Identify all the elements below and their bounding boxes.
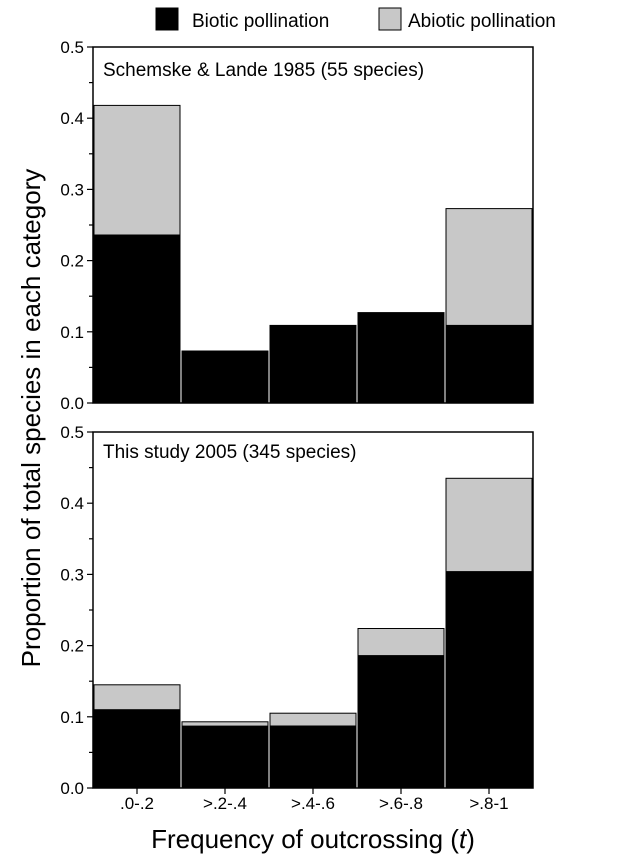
y-tick-label-bottom: 0.0 bbox=[60, 779, 84, 798]
bar-bottom-abiotic-1 bbox=[181, 721, 269, 727]
bar-top-biotic-3 bbox=[357, 312, 445, 404]
bar-bottom-abiotic-2 bbox=[269, 712, 357, 727]
bar-top-abiotic-0 bbox=[93, 104, 181, 236]
y-tick-label-bottom: 0.5 bbox=[60, 423, 84, 442]
bar-bottom-abiotic-3 bbox=[357, 628, 445, 657]
y-tick-label-bottom: 0.3 bbox=[60, 565, 84, 584]
legend-label-biotic: Biotic pollination bbox=[192, 11, 329, 32]
bar-top-biotic-1 bbox=[181, 350, 269, 404]
y-tick-label-bottom: 0.4 bbox=[60, 494, 84, 513]
legend-label-abiotic: Abiotic pollination bbox=[408, 11, 556, 32]
y-tick-label-top: 0.5 bbox=[60, 38, 84, 57]
bar-bottom-abiotic-0 bbox=[93, 684, 181, 711]
bar-bottom-biotic-2 bbox=[269, 725, 357, 789]
y-tick-label-top: 0.2 bbox=[60, 252, 84, 271]
x-axis-title-end: ) bbox=[466, 824, 475, 854]
bar-bottom-abiotic-4 bbox=[445, 477, 533, 573]
panel-top-bars bbox=[93, 104, 533, 404]
y-tick-label-bottom: 0.2 bbox=[60, 637, 84, 656]
x-tick-label-0: .0-.2 bbox=[120, 794, 154, 813]
panel-bottom-label: This study 2005 (345 species) bbox=[103, 442, 356, 463]
x-axis-title-variable: t bbox=[459, 824, 468, 854]
x-tick-label-3: >.6-.8 bbox=[379, 794, 423, 813]
x-tick-label-2: >.4-.6 bbox=[291, 794, 335, 813]
x-tick-label-1: >.2-.4 bbox=[203, 794, 247, 813]
x-axis-title-main: Frequency of outcrossing ( bbox=[151, 824, 459, 854]
legend-swatch-biotic bbox=[155, 7, 179, 31]
bar-top-biotic-4 bbox=[445, 324, 533, 404]
y-tick-label-bottom: 0.1 bbox=[60, 708, 84, 727]
panel-top-label: Schemske & Lande 1985 (55 species) bbox=[103, 60, 424, 81]
bar-bottom-biotic-1 bbox=[181, 725, 269, 789]
x-tick-label-4: >.8-1 bbox=[469, 794, 508, 813]
bar-bottom-biotic-3 bbox=[357, 655, 445, 789]
bar-bottom-biotic-4 bbox=[445, 571, 533, 789]
y-axis-title: Proportion of total species in each cate… bbox=[16, 169, 46, 668]
y-tick-label-top: 0.0 bbox=[60, 394, 84, 413]
legend: Biotic pollination Abiotic pollination bbox=[155, 7, 556, 32]
panel-top-y-axis: 0.0 0.1 0.2 0.3 0.4 0.5 bbox=[60, 38, 93, 413]
y-tick-label-top: 0.3 bbox=[60, 180, 84, 199]
bar-top-biotic-0 bbox=[93, 234, 181, 404]
x-axis: .0-.2 >.2-.4 >.4-.6 >.6-.8 >.8-1 bbox=[120, 788, 509, 813]
bar-top-biotic-2 bbox=[269, 324, 357, 404]
legend-swatch-abiotic bbox=[378, 7, 402, 31]
y-tick-label-top: 0.4 bbox=[60, 109, 84, 128]
bar-bottom-biotic-0 bbox=[93, 709, 181, 789]
y-tick-label-top: 0.1 bbox=[60, 323, 84, 342]
panel-bottom-bars bbox=[93, 477, 533, 789]
panel-bottom-y-axis: 0.0 0.1 0.2 0.3 0.4 0.5 bbox=[60, 423, 93, 798]
bar-top-abiotic-4 bbox=[445, 208, 533, 326]
x-axis-title: Frequency of outcrossing (t) bbox=[151, 824, 475, 854]
